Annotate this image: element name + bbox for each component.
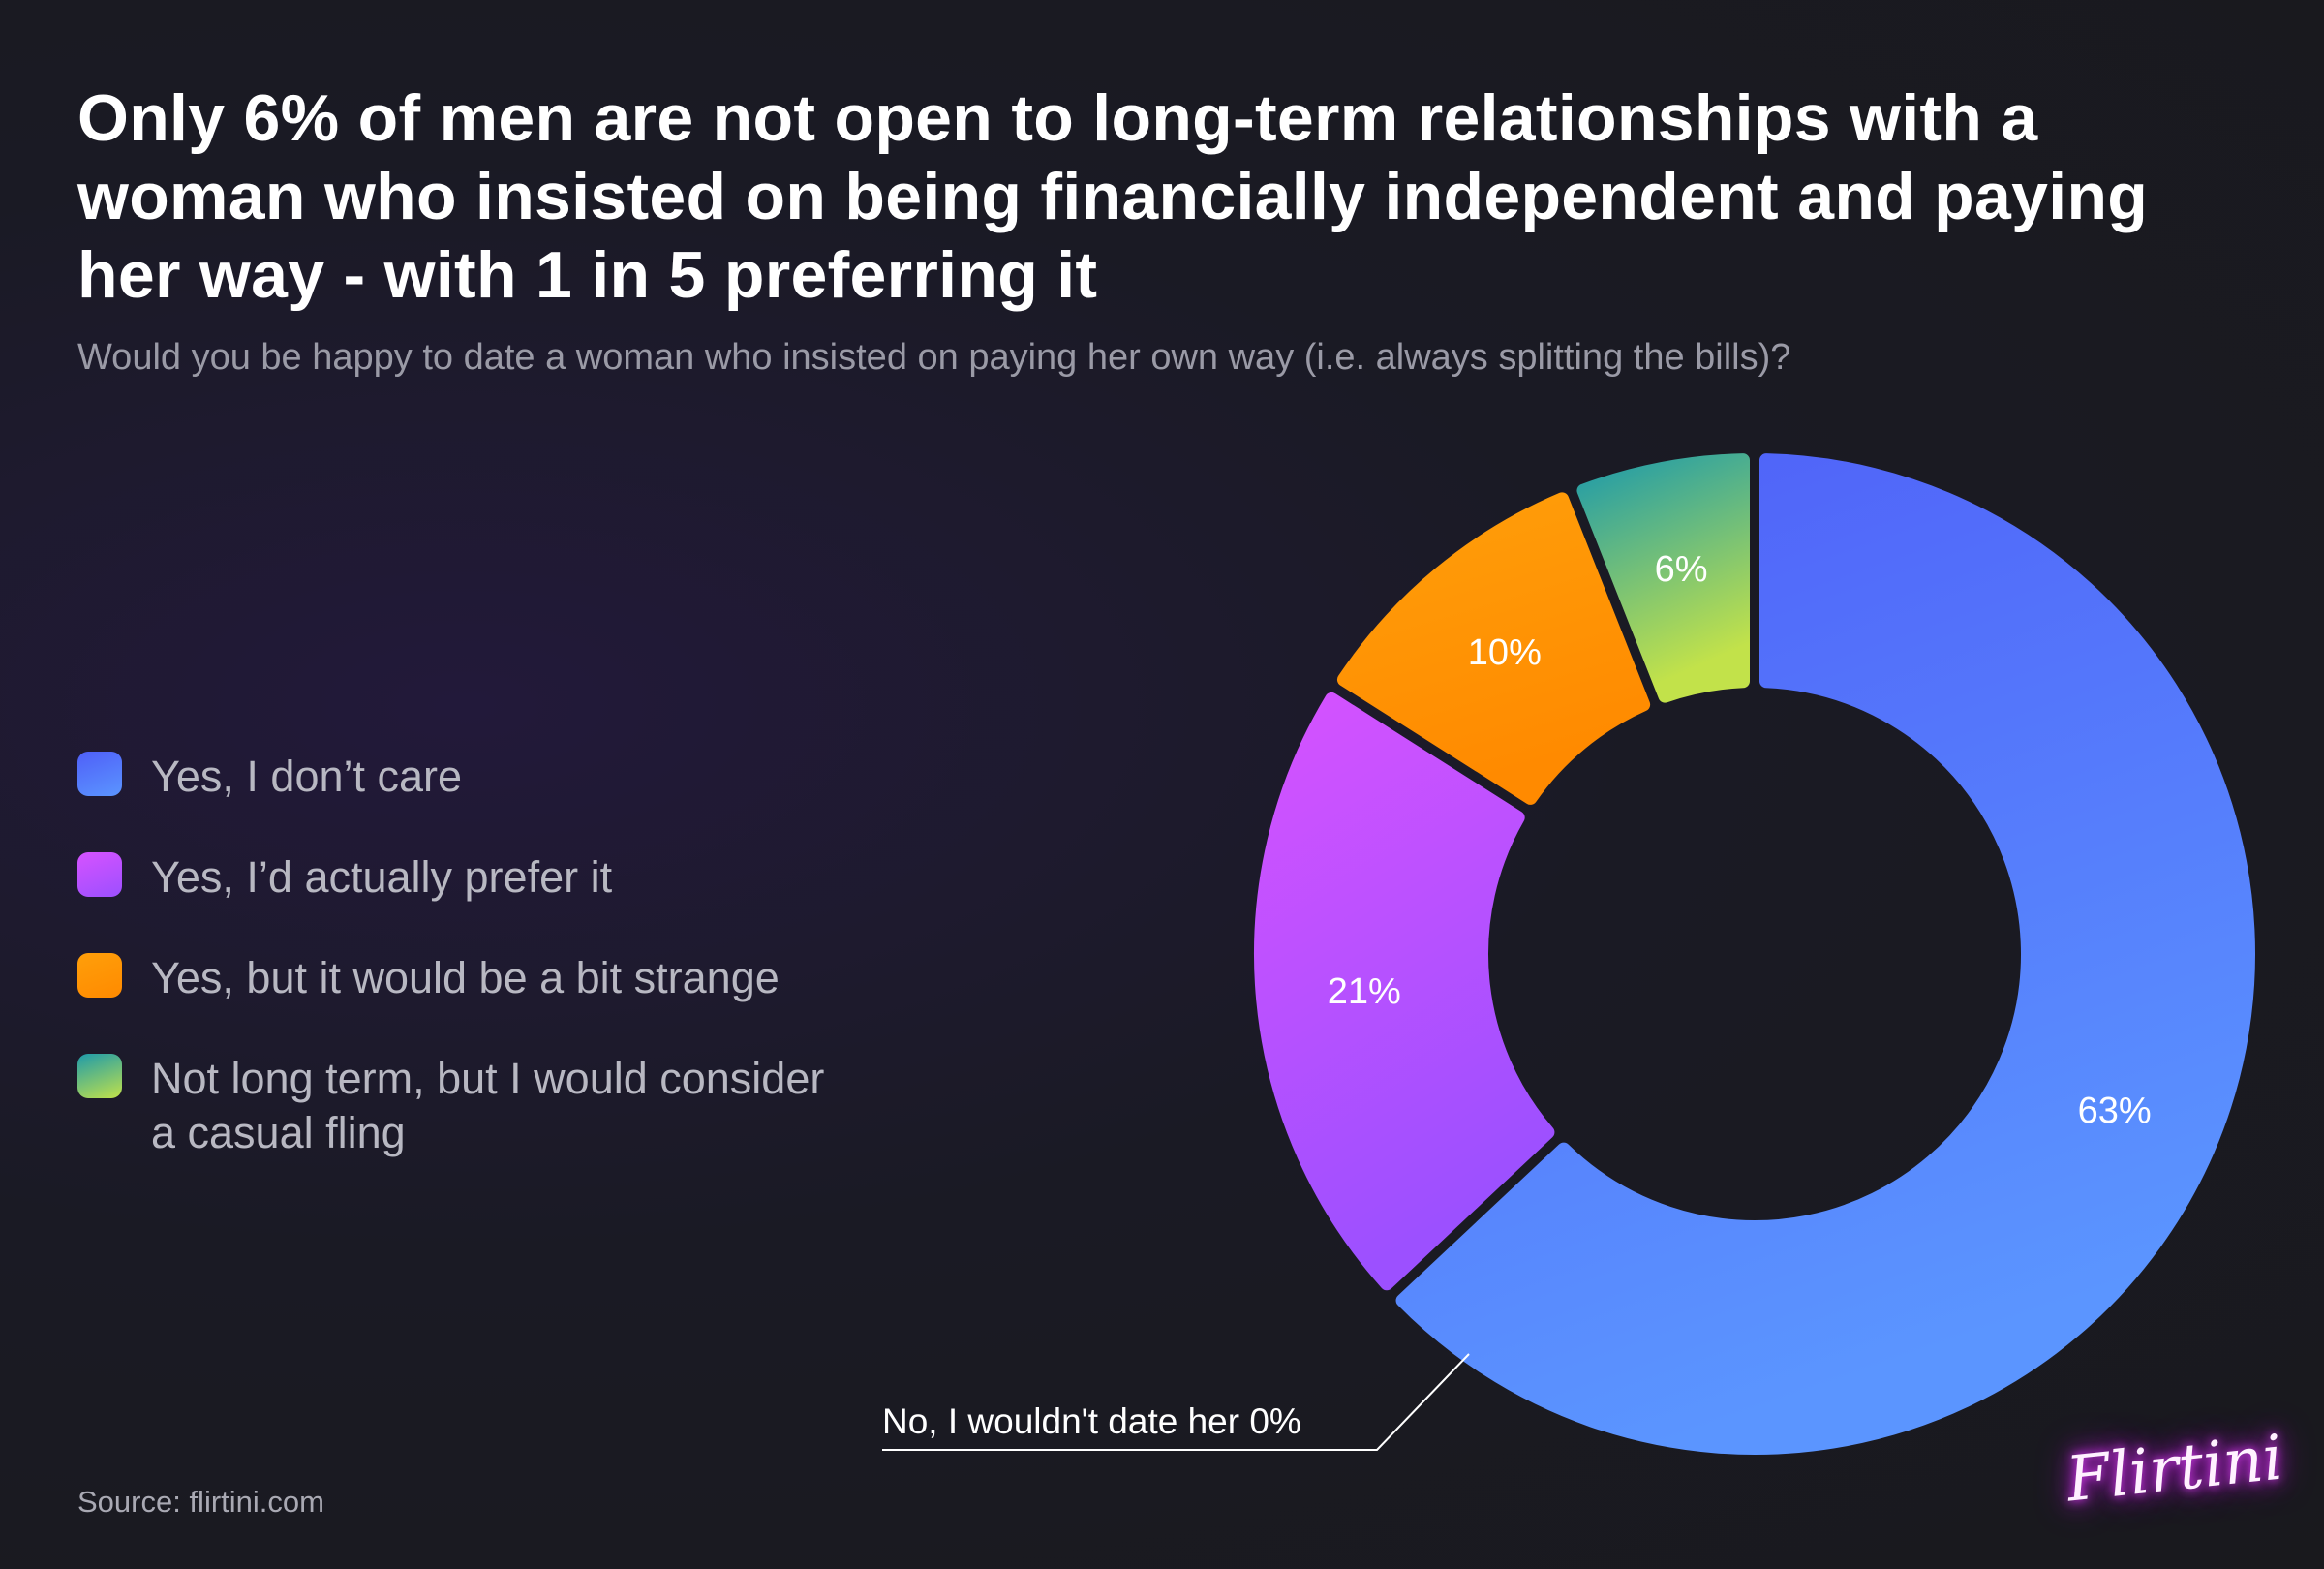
legend-item-strange: Yes, but it would be a bit strange (77, 951, 829, 1005)
legend-swatch (77, 752, 122, 796)
slice-value-label: 6% (1655, 549, 1708, 590)
legend-item-prefer: Yes, I’d actually prefer it (77, 850, 829, 905)
slice-value-label: 10% (1468, 632, 1542, 673)
source-note: Source: flirtini.com (77, 1485, 324, 1519)
page-title: Only 6% of men are not open to long-term… (77, 81, 2149, 312)
donut-slice-yes-i-d-actually-prefer-it (1254, 692, 1555, 1291)
legend-swatch (77, 852, 122, 897)
legend-item-dont-care: Yes, I don’t care (77, 750, 829, 804)
callout-leader-line (882, 1353, 1470, 1451)
donut-slice-not-long-term-but-i-would-consider-a-casual-fling (1576, 453, 1750, 703)
donut-slice-yes-i-don-t-care (1395, 453, 2255, 1455)
legend-label: Yes, but it would be a bit strange (151, 953, 780, 1002)
slice-value-label: 63% (2078, 1091, 2152, 1131)
legend-label: Yes, I’d actually prefer it (151, 852, 613, 902)
legend-swatch (77, 1054, 122, 1098)
legend-label: Yes, I don’t care (151, 752, 463, 801)
slice-value-label: 21% (1328, 971, 1401, 1012)
legend-label: Not long term, but I would consider a ca… (151, 1054, 825, 1157)
page-subtitle: Would you be happy to date a woman who i… (77, 337, 1791, 378)
legend-swatch (77, 953, 122, 998)
legend-item-casual-fling: Not long term, but I would consider a ca… (77, 1052, 829, 1160)
donut-slice-yes-but-it-would-be-a-bit-strange (1336, 492, 1651, 805)
callout-label: No, I wouldn't date her 0% (882, 1401, 1301, 1441)
